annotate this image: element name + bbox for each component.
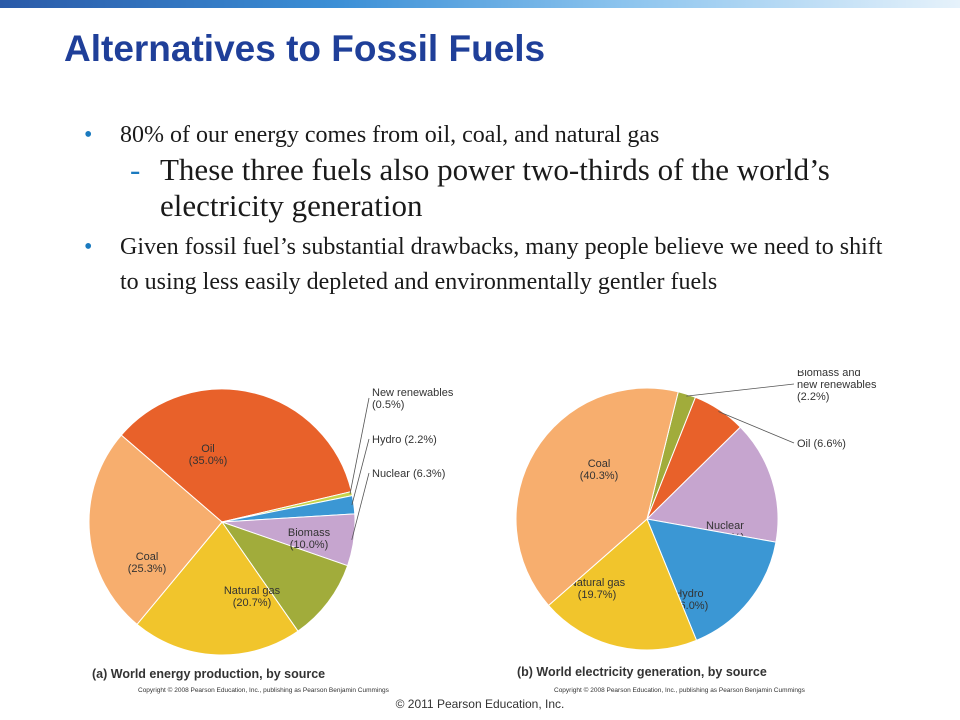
pie-charts-svg: Oil (35.0%) New renewables (0.5%) Hydro (2.2… [88, 370, 877, 694]
slice-label-coal: Coal (25.3%) [128, 551, 167, 575]
chart-caption: (a) World energy production, by source [92, 667, 325, 681]
chart-copyright: Copyright © 2008 Pearson Education, Inc.… [554, 686, 806, 694]
sub-bullet-item: - These three fuels also power two-third… [84, 152, 884, 224]
pie-slice-natural-gas [136, 521, 299, 656]
dash-icon: - [130, 152, 141, 187]
slice-label-oil: Oil (6.6%) [797, 438, 846, 450]
slice-label-biomass: Biomass (10.0%) [288, 527, 331, 551]
slice-label-coal: Coal (40.3%) [580, 458, 619, 482]
pie-slice-biomass [220, 521, 349, 632]
chart-copyright: Copyright © 2008 Pearson Education, Inc.… [138, 686, 390, 694]
slice-label-hydro: Hydro (2.2%) [372, 434, 437, 446]
chart-caption: (b) World electricity generation, by sou… [517, 665, 767, 679]
bullet-dot-icon: • [84, 234, 93, 260]
pie-slice-hydro [646, 518, 777, 641]
footer-copyright: © 2011 Pearson Education, Inc. [395, 697, 565, 711]
pie-slice-coal [88, 434, 223, 626]
bullet-text: 80% of our energy comes from oil, coal, … [120, 122, 660, 148]
leader-line-biomass-and-new-renewables [686, 383, 795, 397]
bullet-dot-icon: • [84, 122, 93, 148]
pie-slice-coal [515, 387, 679, 607]
leader-line-new-renewables [349, 397, 370, 495]
bullet-item: • 80% of our energy comes from oil, coal… [84, 120, 884, 151]
leader-line-hydro [351, 438, 370, 506]
slice-label-natural-gas: Natural gas (20.7%) [224, 585, 281, 609]
slice-label-nuclear: Nuclear (6.3%) [372, 468, 445, 480]
slide-title: Alternatives to Fossil Fuels [64, 28, 546, 69]
bullet-list: • 80% of our energy comes from oil, coal… [84, 120, 884, 300]
sub-bullet-text: These three fuels also power two-thirds … [160, 152, 830, 223]
pie-slice-oil [120, 388, 353, 523]
leader-line-nuclear [351, 472, 370, 540]
pie-slice-natural-gas [547, 518, 698, 651]
pie-charts: Oil (35.0%) New renewables (0.5%) Hydro (2.2… [0, 370, 960, 700]
bullet-text: Given fossil fuel’s substantial drawback… [120, 234, 883, 295]
slice-label-oil: Oil (35.0%) [189, 443, 228, 467]
pie-slice-nuclear [645, 426, 779, 543]
leader-line-oil [718, 411, 795, 444]
bullet-item: • Given fossil fuel’s substantial drawba… [84, 230, 884, 300]
slice-label-natural-gas: Natural gas (19.7%) [569, 577, 626, 601]
top-gradient-bar [0, 0, 960, 8]
slice-label-new-renewables: New renewables (0.5%) [372, 387, 454, 411]
slice-label-biomass-and-new-renewables: Biomass and new renewables (2.2%) [797, 370, 877, 403]
